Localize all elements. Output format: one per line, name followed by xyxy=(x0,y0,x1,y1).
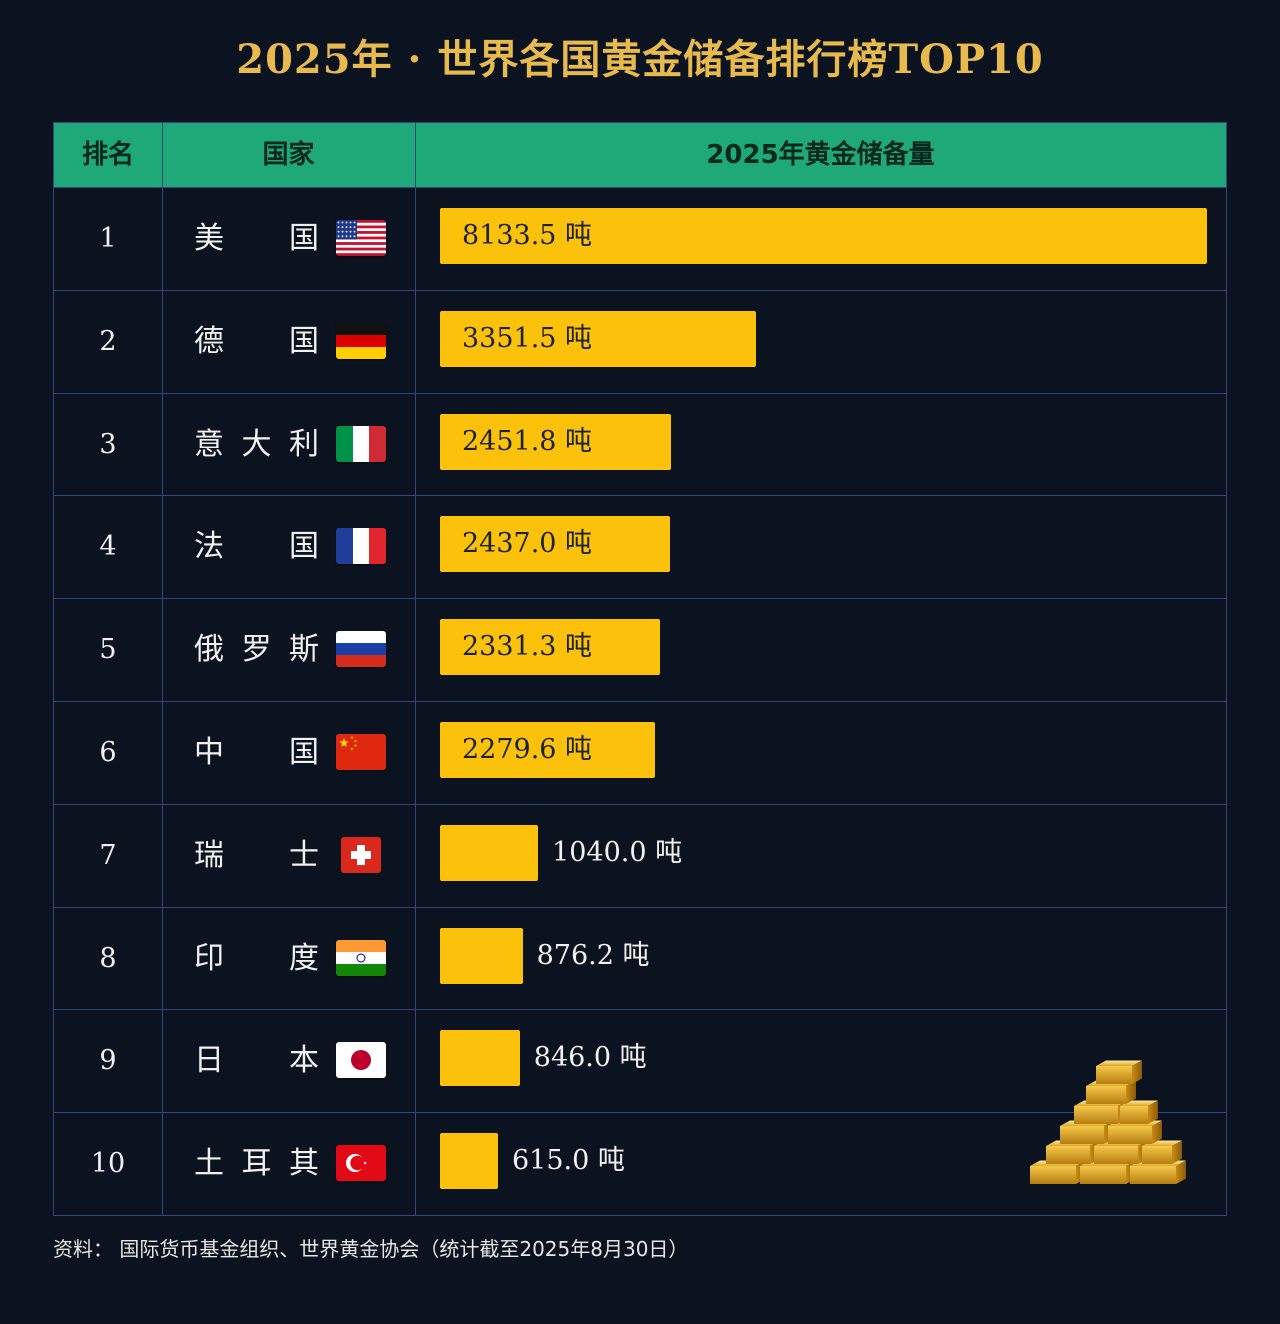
table-row: 5 俄罗斯 2331.3 吨 xyxy=(54,598,1226,701)
country-name: 中国 xyxy=(194,735,319,770)
data-label: 2437.0 吨 xyxy=(462,528,593,560)
table-row: 1 美国 8133.5 吨 xyxy=(54,187,1226,290)
header-rank: 排名 xyxy=(81,140,134,170)
data-label: 846.0 吨 xyxy=(533,1042,647,1074)
rank-label: 2 xyxy=(99,325,117,357)
country-name: 瑞士 xyxy=(194,837,319,873)
data-label: 2331.3 吨 xyxy=(462,631,593,663)
country-name: 美国 xyxy=(194,221,319,256)
data-label: 8133.5 吨 xyxy=(462,220,593,251)
data-label: 1040.0 吨 xyxy=(552,836,683,868)
china-flag-icon xyxy=(336,734,386,770)
russia-flag-icon xyxy=(336,631,386,668)
rank-label: 3 xyxy=(99,428,117,460)
table-row: 6 中国 2279.6 吨 xyxy=(54,701,1226,804)
bar xyxy=(440,927,523,984)
data-label: 3351.5 吨 xyxy=(462,322,593,354)
column-divider xyxy=(162,123,163,1215)
us-flag-icon xyxy=(336,220,386,256)
country-name: 俄罗斯 xyxy=(194,632,319,668)
country-name: 意大利 xyxy=(194,426,319,462)
page-title: 2025年 · 世界各国黄金储备排行榜TOP10 xyxy=(236,36,1044,83)
data-label: 2279.6 吨 xyxy=(462,734,593,765)
germany-flag-icon xyxy=(336,322,386,359)
turkey-flag-icon xyxy=(336,1145,386,1182)
bar xyxy=(440,824,539,881)
table-row: 4 法国 2437.0 吨 xyxy=(54,495,1226,598)
rank-label: 6 xyxy=(99,737,117,768)
gold-bars-stack-icon xyxy=(1030,1060,1186,1184)
data-label: 615.0 吨 xyxy=(511,1145,625,1177)
rank-label: 10 xyxy=(90,1148,126,1180)
switzerland-flag-icon xyxy=(336,836,386,873)
country-name: 日本 xyxy=(194,1043,319,1079)
header-country: 国家 xyxy=(262,140,315,170)
bar xyxy=(440,1133,498,1190)
data-label: 876.2 吨 xyxy=(536,939,650,971)
table-row: 7 瑞士 1040.0 吨 xyxy=(54,803,1226,907)
country-name: 德国 xyxy=(194,323,319,359)
table-row: 2 德国 3351.5 吨 xyxy=(54,289,1226,393)
bar xyxy=(440,619,660,676)
gold-reserve-table: 排名 国家 2025年黄金储备量 1 美国 8133.5 吨 2 德国 3351.5 吨 3… xyxy=(53,122,1227,1216)
rank-label: 8 xyxy=(99,942,117,974)
table-row: 8 印度 876.2 吨 xyxy=(54,906,1226,1010)
table-row: 10 土耳其 615.0 吨 xyxy=(54,1112,1226,1215)
rank-label: 5 xyxy=(99,634,117,666)
bar xyxy=(440,208,1207,264)
india-flag-icon xyxy=(336,939,386,976)
data-label: 2451.8 吨 xyxy=(462,425,593,457)
bar xyxy=(440,1030,520,1087)
country-name: 法国 xyxy=(194,529,319,565)
table-row: 9 日本 846.0 吨 xyxy=(54,1009,1226,1112)
header-reserve: 2025年黄金储备量 xyxy=(706,140,935,170)
source-note: 资料： 国际货币基金组织、世界黄金协会（统计截至2025年8月30日） xyxy=(53,1237,689,1261)
italy-flag-icon xyxy=(336,425,386,462)
column-divider xyxy=(415,123,416,1215)
japan-flag-icon xyxy=(336,1042,386,1079)
table-header-row: 排名 国家 2025年黄金储备量 xyxy=(54,123,1226,187)
table-row: 3 意大利 2451.8 吨 xyxy=(54,392,1226,496)
rank-label: 1 xyxy=(99,223,117,254)
france-flag-icon xyxy=(336,528,386,565)
bar xyxy=(440,722,655,778)
bar xyxy=(440,310,757,367)
bar xyxy=(440,516,670,573)
rank-label: 4 xyxy=(99,531,117,563)
rank-label: 7 xyxy=(99,839,117,871)
rank-label: 9 xyxy=(99,1045,117,1077)
bar xyxy=(440,413,672,470)
country-name: 土耳其 xyxy=(194,1146,319,1182)
country-name: 印度 xyxy=(194,940,319,976)
